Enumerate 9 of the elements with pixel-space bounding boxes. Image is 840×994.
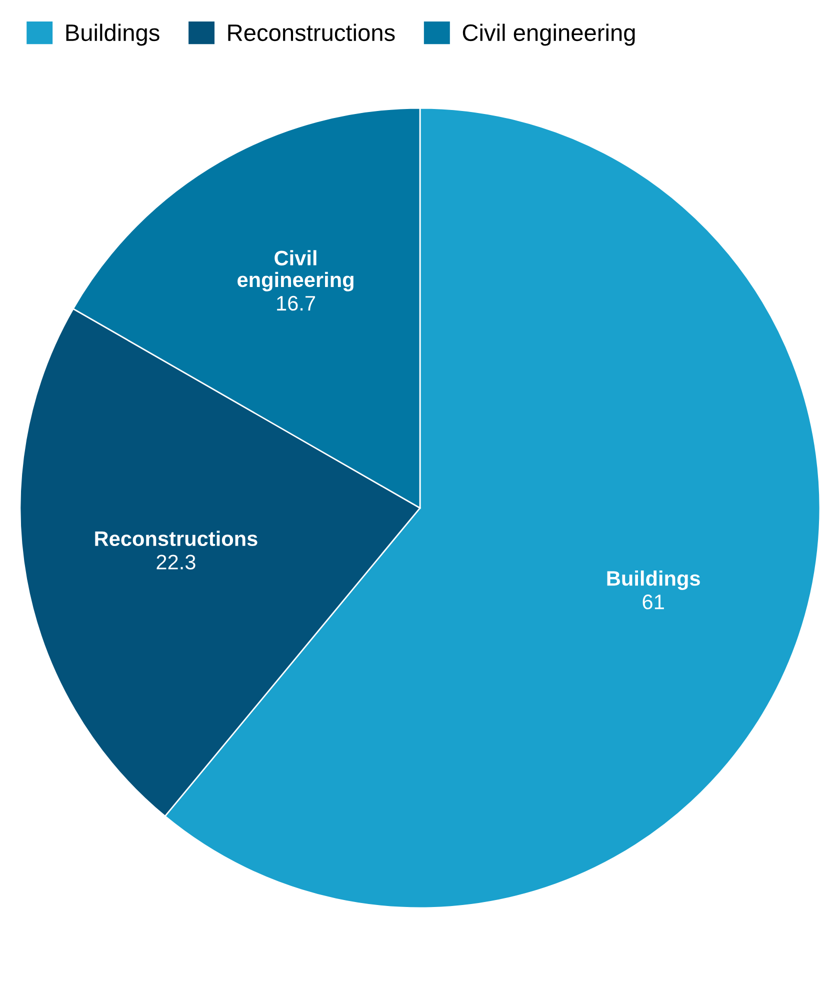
slice-label: Reconstructions (95, 530, 258, 546)
data-label: 22.3 (156, 554, 196, 570)
data-label: 61 (642, 594, 664, 610)
slice-label: Civil engineering (238, 250, 354, 292)
legend-label: Civil engineering (462, 24, 635, 46)
legend-label: Buildings (66, 24, 160, 46)
data-label: 16.7 (277, 296, 316, 311)
slice-label: Buildings (607, 570, 700, 590)
legend-label: Reconstructions (228, 24, 395, 42)
